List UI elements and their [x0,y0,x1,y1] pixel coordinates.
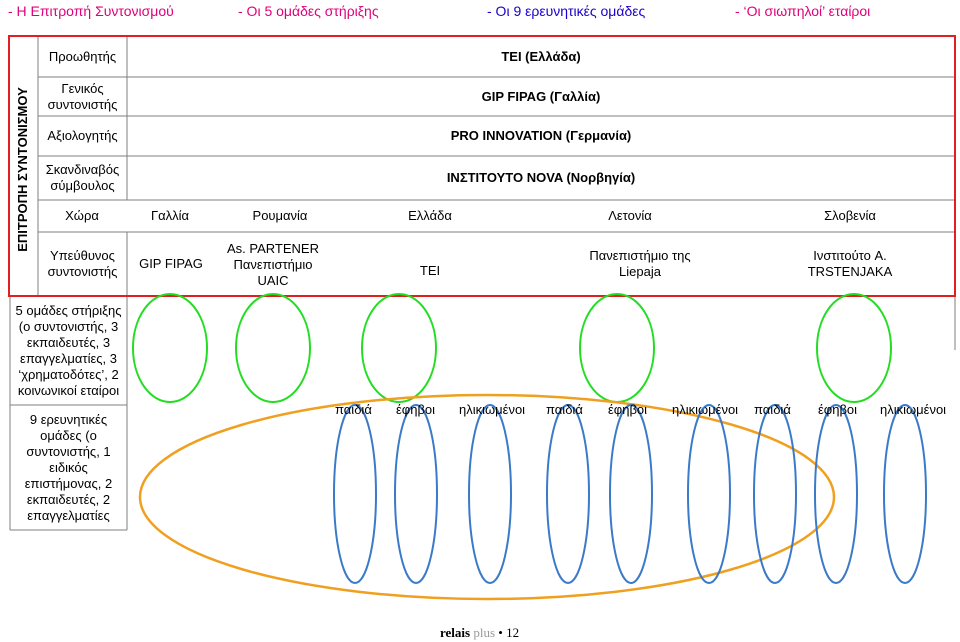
legend-research-groups: - Οι 9 ερευνητικές ομάδες [487,3,646,19]
footer-page-number: 12 [506,625,520,640]
research-group-ellipse [394,404,438,584]
research-group-ellipse [333,404,377,584]
legend-support-groups: - Οι 5 ομάδες στήριξης [238,3,379,19]
coordinator-liepaja: Πανεπιστήμιο της Liepaja [589,248,691,279]
country-row-label: Χώρα [65,208,99,223]
country-france: Γαλλία [150,208,190,223]
support-group-ellipse [361,293,437,403]
coordinator-partener-uaic: As. PARTENER Πανεπιστήμιο UAIC [227,241,319,288]
country-romania: Ρουμανία [252,208,308,223]
coordinator-gip-fipag: GIP FIPAG [139,256,203,271]
age-group-elderly: ηλικιωμένοι [459,402,526,417]
support-group-ellipses [132,293,892,403]
committee-label: ΕΠΙΤΡΟΠΗ ΣΥΝΤΟΝΙΣΜΟΥ [14,86,30,252]
table-grid [9,36,956,531]
scandinavian-advisor-value: ΙΝΣΤΙΤΟΥΤΟ NOVA (Νορβηγία) [446,170,636,185]
footer-brand: relais [440,625,471,640]
age-group-children: παιδιά [754,402,791,417]
coordinator-tei: TEI [419,263,441,278]
age-group-teens: έφηβοι [608,402,648,417]
footer: relais plus • 12 [440,625,519,641]
country-slovenia: Σλοβενία [824,208,876,223]
research-group-ellipse [609,404,653,584]
legend-silent-partners: - ‘Οι σιωπηλοί’ εταίροι [735,3,871,19]
support-group-ellipse [235,293,311,403]
support-groups-description: 5 ομάδες στήριξης (ο συντονιστής, 3 εκπα… [15,303,122,398]
role-general-coordinator: Γενικός συντονιστής [47,80,118,112]
age-group-elderly: ηλικιωμένοι [672,402,739,417]
research-group-ellipse [468,404,512,584]
age-group-teens: έφηβοι [396,402,436,417]
age-group-children: παιδιά [546,402,583,417]
legend-coordination-committee: - Η Επιτροπή Συντονισμού [8,3,174,19]
footer-bullet: • [498,625,503,640]
research-group-ellipse [814,404,858,584]
support-group-ellipse [816,293,892,403]
research-group-ellipses [333,404,927,584]
research-groups-description: 9 ερευνητικές ομάδες (ο συντονιστής, 1 ε… [24,412,113,523]
support-group-ellipse [579,293,655,403]
support-group-ellipse [132,293,208,403]
age-group-teens: έφηβοι [818,402,858,417]
role-scandinavian-advisor: Σκανδιναβός σύμβουλος [45,162,120,193]
silent-partners-ellipse [138,393,836,601]
general-coordinator-value: GIP FIPAG (Γαλλία) [481,88,601,104]
evaluator-value: PRO INNOVATION (Γερμανία) [450,128,632,143]
footer-brand-plus: plus [473,625,496,640]
role-responsible-coordinator: Υπεύθυνος συντονιστής [47,248,118,279]
role-promoter: Προωθητής [48,48,117,64]
role-evaluator: Αξιολογητής [47,128,118,143]
committee-outline [8,35,956,297]
country-latvia: Λετονία [608,208,652,223]
country-greece: Ελλάδα [408,208,452,223]
research-group-ellipse [883,404,927,584]
coordinator-trstenjaka: Ινστιτούτο A. TRSTENJAKA [807,248,893,279]
age-group-children: παιδιά [335,402,372,417]
research-group-ellipse [687,404,731,584]
committee-vertical-label: ΕΠΙΤΡΟΠΗ ΣΥΝΤΟΝΙΣΜΟΥ [9,44,35,294]
age-group-elderly: ηλικιωμένοι [880,402,947,417]
promoter-value: TEI (Ελλάδα) [501,48,581,64]
research-group-ellipse [546,404,590,584]
research-group-ellipse [753,404,797,584]
